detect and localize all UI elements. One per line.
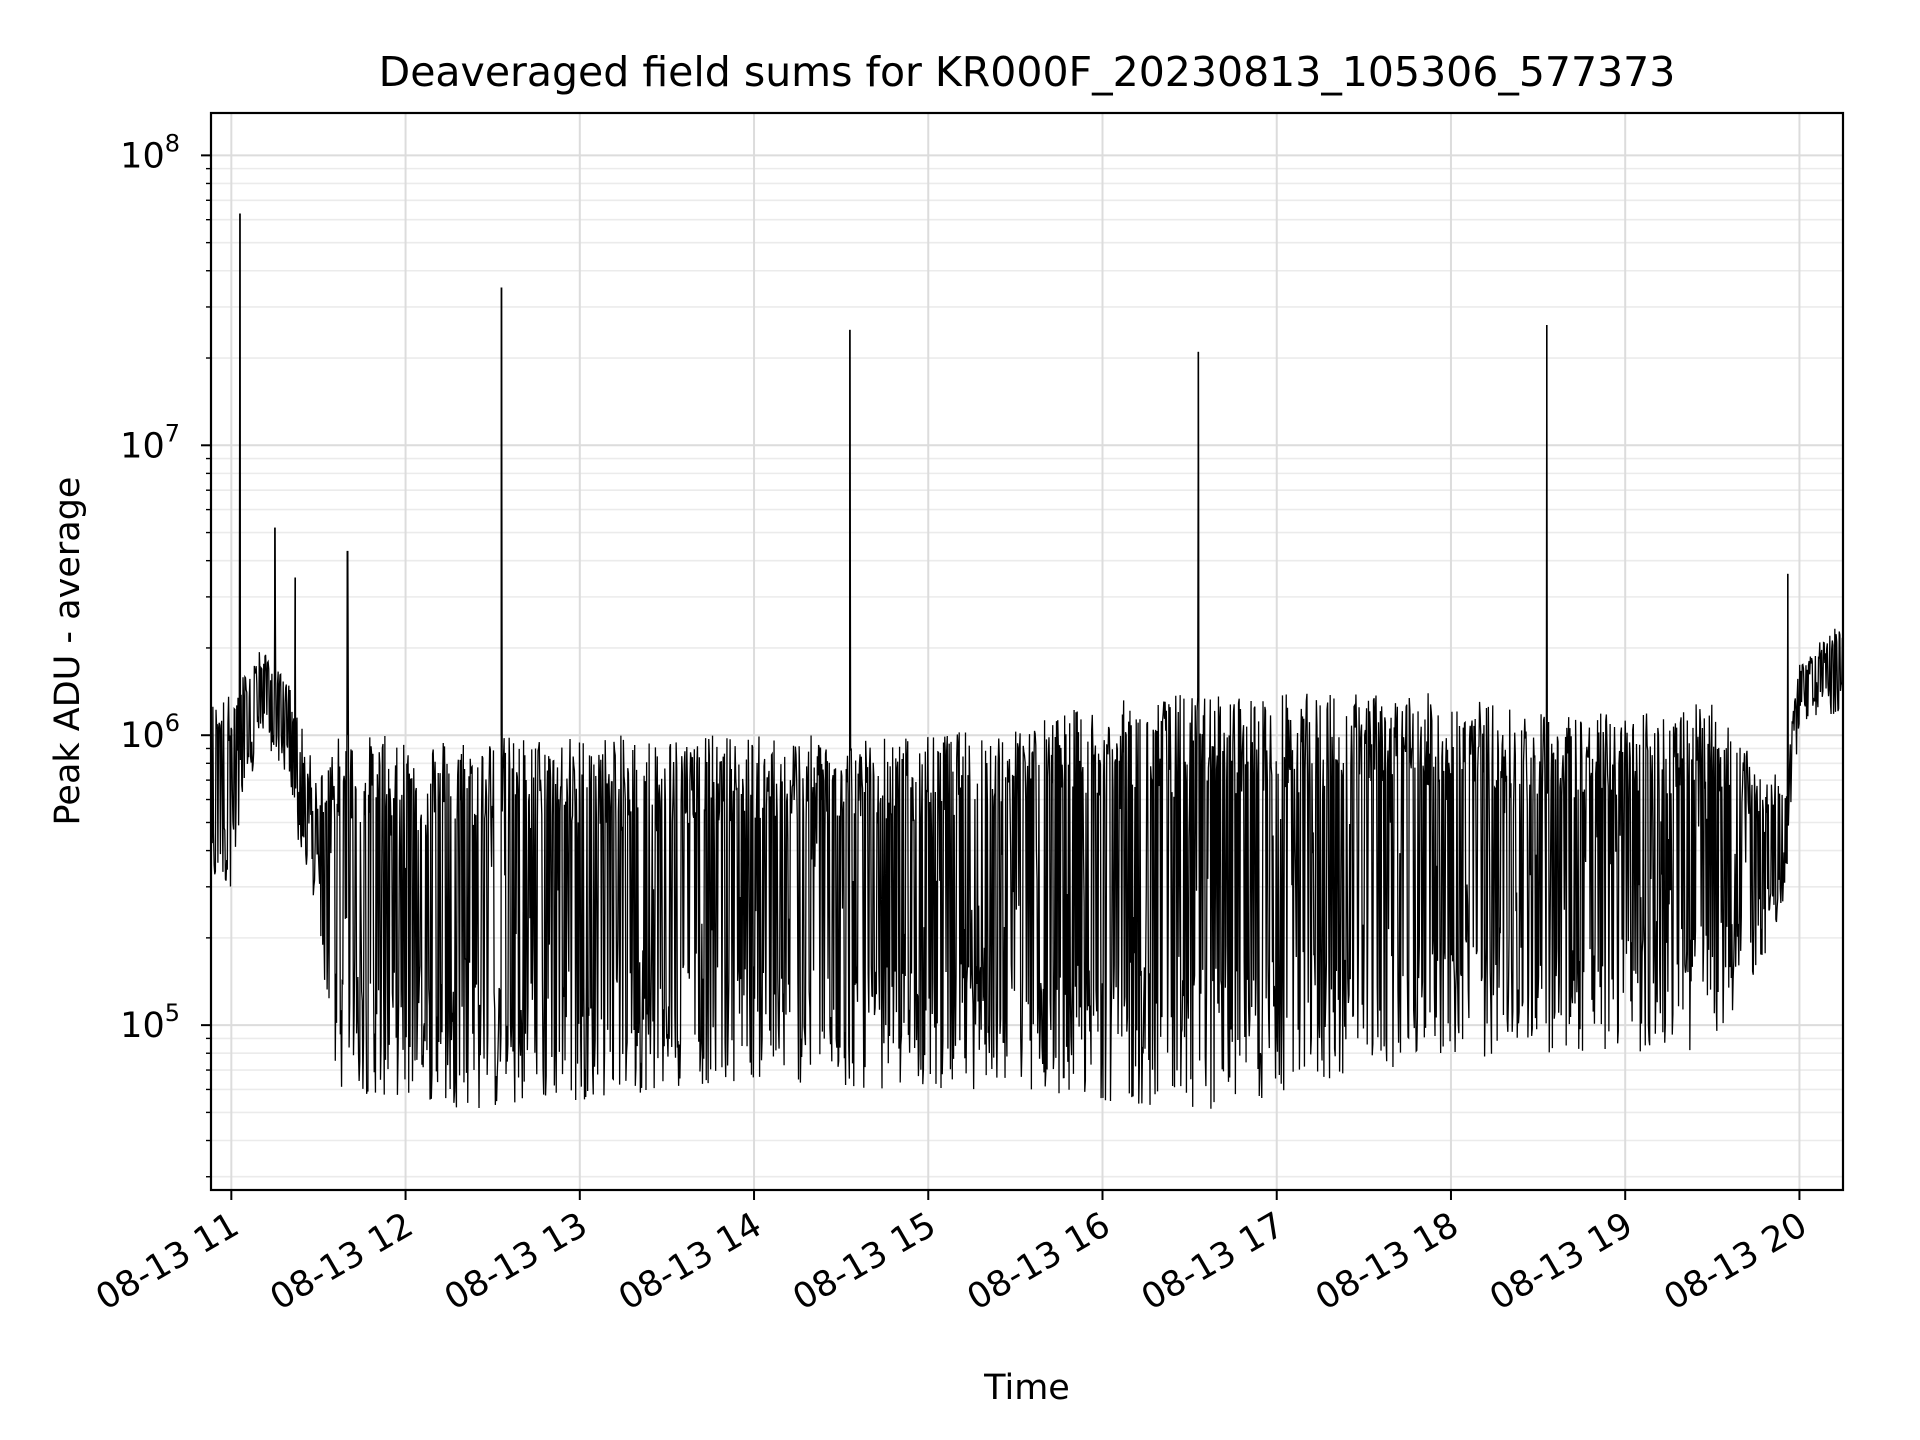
x-tick-label: 08-13 14 [612, 1205, 768, 1318]
series-line [210, 213, 1844, 1109]
x-tick-label: 08-13 12 [264, 1205, 420, 1318]
y-axis-ticks: 105 106 107 108 [120, 129, 211, 1178]
x-axis-ticks: 08-13 11 08-13 12 08-13 13 08-13 14 08-13 15… [90, 1190, 1814, 1318]
x-axis-label: Time [983, 1368, 1070, 1408]
x-tick-label: 08-13 15 [786, 1205, 942, 1318]
chart-title: Deaveraged field sums for KR000F_2023081… [379, 48, 1676, 96]
x-tick-label: 08-13 17 [1135, 1205, 1291, 1318]
y-tick-label: 108 [120, 129, 180, 176]
plot-frame [209, 111, 1845, 1192]
x-tick-label: 08-13 11 [90, 1205, 246, 1318]
x-tick-label: 08-13 13 [438, 1205, 594, 1318]
x-tick-label: 08-13 20 [1658, 1205, 1814, 1318]
y-tick-label: 106 [120, 709, 180, 756]
x-tick-label: 08-13 16 [961, 1205, 1117, 1318]
x-tick-label: 08-13 19 [1483, 1205, 1639, 1318]
data-trace [210, 213, 1844, 1109]
y-tick-label: 107 [120, 419, 180, 466]
y-axis-label: Peak ADU - average [48, 477, 88, 826]
y-tick-label: 105 [120, 999, 180, 1046]
x-tick-label: 08-13 18 [1309, 1205, 1465, 1318]
